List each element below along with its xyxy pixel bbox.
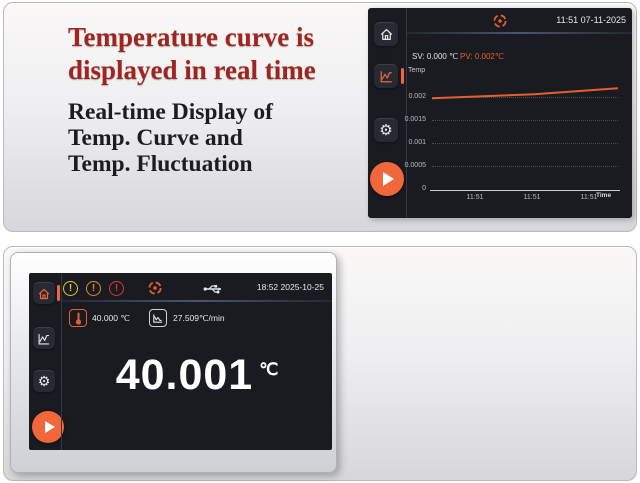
top-heading: Temperature curve is displayed in real t… [68, 22, 316, 85]
play-button[interactable] [370, 162, 404, 196]
main-temperature-readout: 40.001 ℃ [62, 351, 332, 400]
ramp-rate-value: 27.509℃/min [173, 313, 225, 323]
device-screen: ⚙ ! ! ! [29, 273, 332, 450]
y-tick: 0 [422, 185, 426, 192]
play-icon [383, 172, 394, 186]
main-temperature-value: 40.001 [115, 351, 254, 399]
heater-icon [492, 13, 508, 34]
sidebar-item-home[interactable] [374, 22, 398, 46]
heater-icon [147, 280, 163, 301]
device-screenshot-curve: ⚙ 11:51 07-11-2025 SV: 0.000 ℃ PV: 0.002… [368, 8, 632, 218]
home-icon [38, 288, 50, 299]
sidebar-item-settings[interactable]: ⚙ [33, 370, 55, 392]
sidebar-divider [406, 8, 407, 218]
device-screenshot-home: ⚙ ! ! ! [10, 252, 337, 473]
temp-curve-line [432, 87, 618, 100]
warning-icon-yellow: ! [63, 281, 78, 296]
header-divider [407, 32, 632, 34]
warning-icon-red: ! [109, 281, 124, 296]
y-tick: 0.0005 [404, 162, 426, 169]
status-clock: 11:51 07-11-2025 [556, 15, 626, 25]
active-tab-indicator [401, 68, 404, 84]
top-body-text: Real-time Display of Temp. Curve and Tem… [68, 99, 273, 177]
sv-readout: SV: 0.000 ℃ [412, 52, 459, 61]
x-tick: 11:51 [466, 194, 484, 201]
probe-temp-chip[interactable] [69, 309, 87, 327]
y-tick: 0.001 [408, 139, 426, 146]
gear-icon: ⚙ [37, 373, 51, 390]
y-tick: 0.002 [408, 93, 426, 100]
sidebar-item-curve[interactable] [33, 327, 55, 349]
status-clock: 18:52 2025-10-25 [256, 282, 324, 292]
sidebar-item-home[interactable] [33, 282, 55, 304]
x-tick: 11:51 [523, 194, 541, 201]
y-tick: 0.0015 [404, 116, 426, 123]
gridline [432, 143, 618, 144]
warning-icon-orange: ! [86, 281, 101, 296]
sidebar-item-curve[interactable] [374, 64, 398, 88]
curve-icon [38, 333, 49, 344]
main-temperature-unit: ℃ [259, 360, 279, 379]
probe-temp-value: 40.000 ℃ [92, 313, 130, 323]
sidebar-divider [61, 273, 62, 450]
play-icon [44, 421, 55, 433]
ramp-rate-chip[interactable] [149, 309, 167, 327]
active-tab-indicator [57, 285, 60, 301]
home-icon [380, 29, 392, 40]
chart-y-axis-title: Temp [408, 67, 426, 74]
gridline [432, 166, 618, 167]
usb-icon [203, 282, 225, 300]
pv-readout: PV: 0.002℃ [460, 52, 504, 61]
header-divider [62, 300, 332, 302]
x-axis-title: Time [596, 192, 612, 199]
sidebar-item-settings[interactable]: ⚙ [374, 118, 398, 142]
thermometer-icon [75, 312, 81, 325]
x-axis-line [430, 190, 620, 191]
x-tick: 11:51 [580, 194, 598, 201]
gridline [432, 120, 618, 121]
play-button[interactable] [32, 411, 64, 443]
curve-icon [380, 71, 392, 83]
rate-icon [153, 314, 163, 323]
gridline [432, 97, 618, 98]
gear-icon: ⚙ [379, 121, 393, 139]
